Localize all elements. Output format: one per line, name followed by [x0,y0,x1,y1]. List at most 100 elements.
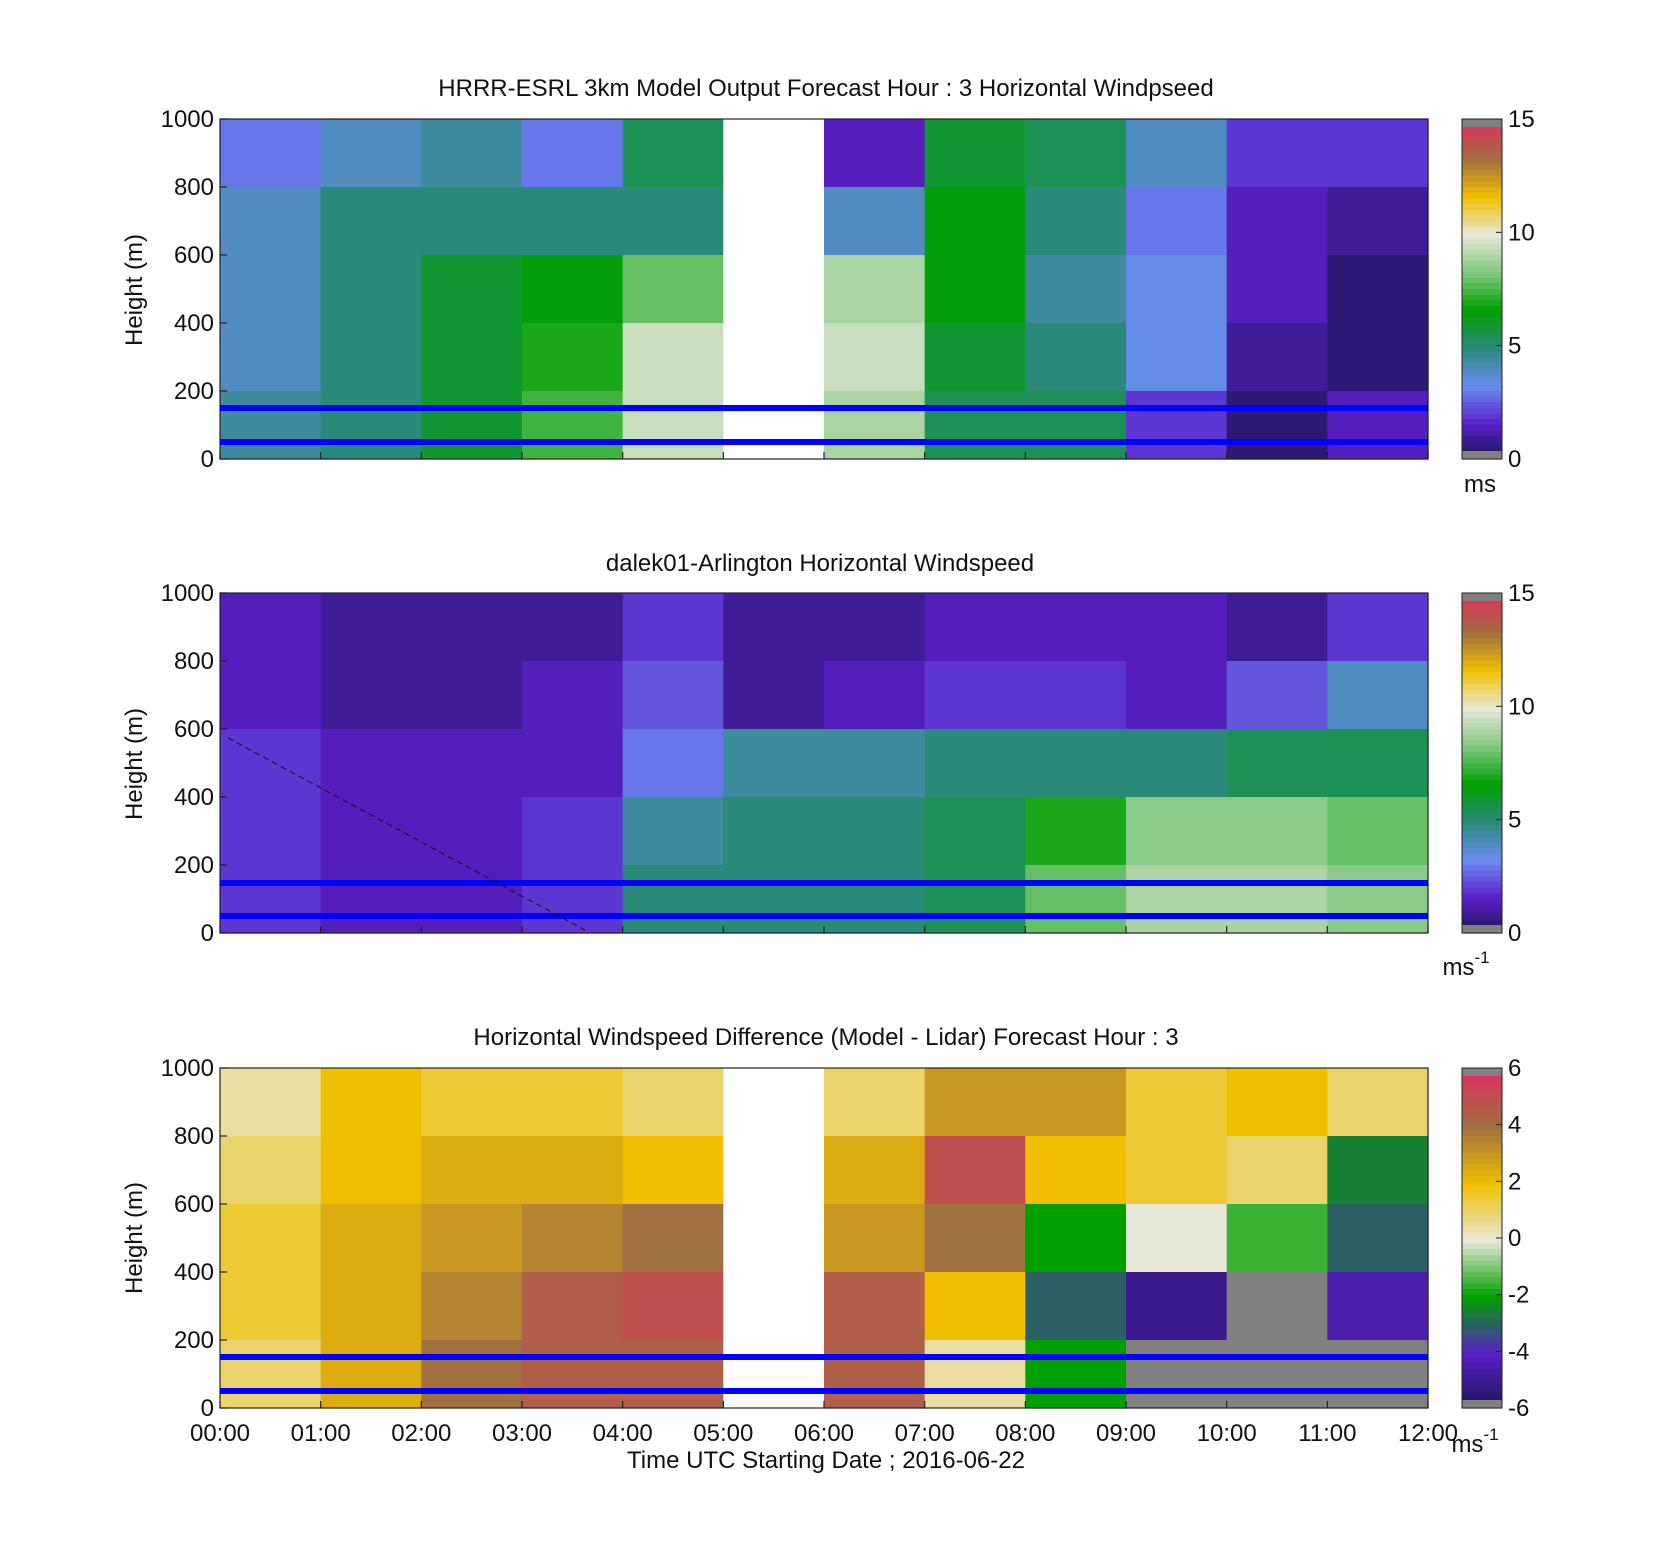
heatmap-cell [320,1272,422,1341]
heatmap-cell [723,593,825,662]
colorbar-segment [1462,644,1502,651]
colorbar-segment [1462,791,1502,798]
heatmap-cell [220,391,322,460]
heatmap-cell [1126,255,1228,324]
colorbar-segment [1462,192,1502,199]
heatmap-cell [1126,729,1228,798]
colorbar-tick-label: 0 [1508,446,1521,473]
heatmap-cell [622,661,724,730]
colorbar-segment [1462,831,1502,838]
heatmap-cell [522,1272,624,1341]
colorbar-over [1462,593,1502,601]
heatmap-cell [220,1068,322,1137]
colorbar-segment [1462,627,1502,634]
colorbar-segment [1462,1294,1502,1301]
colorbar-segment [1462,712,1502,719]
x-tick-label: 03:00 [492,1420,552,1447]
heatmap-cell [522,1136,624,1205]
heatmap-cell [1025,1136,1127,1205]
colorbar-segment [1462,808,1502,815]
heatmap-cell [824,1340,926,1409]
colorbar-segment [1462,1215,1502,1222]
colorbar-segment [1462,164,1502,171]
colorbar-segment [1462,1340,1502,1347]
colorbar-segment [1462,447,1502,454]
colorbar-segment [1462,277,1502,284]
colorbar-under [1462,451,1502,459]
colorbar-segment [1462,187,1502,194]
colorbar-segment [1462,1181,1502,1188]
heatmap-cell [622,255,724,324]
y-tick-label: 400 [174,1259,214,1286]
colorbar-segment [1462,780,1502,787]
panel-lidar-windspeed: dalek01-Arlington Horizontal Windspeed 0… [121,550,1535,981]
heatmap-cell [924,1204,1026,1273]
heatmap-cell [1327,661,1429,730]
colorbar-segment [1462,1379,1502,1386]
colorbar-segment [1462,746,1502,753]
heatmap-cell [522,1204,624,1273]
y-tick-label: 1000 [161,1055,214,1082]
heatmap-cell [220,1136,322,1205]
x-tick-label: 07:00 [895,1420,955,1447]
colorbar-segment [1462,289,1502,296]
panel-2-title: dalek01-Arlington Horizontal Windspeed [606,550,1034,577]
heatmap-cell [824,593,926,662]
colorbar-segment [1462,153,1502,160]
colorbar-segment [1462,317,1502,324]
heatmap-cell [622,593,724,662]
colorbar-segment [1462,170,1502,177]
colorbar-segment [1462,1090,1502,1097]
colorbar-under [1462,1400,1502,1408]
colorbar-difference: 6 4 2 0 -2 -4 -6 [1461,1055,1529,1422]
heatmap-cell [622,1340,724,1409]
colorbar-segment [1462,632,1502,639]
heatmap-cell [1327,187,1429,256]
y-tick-label: 1000 [161,106,214,133]
heatmap-cell [1327,729,1429,798]
panel-1-title: HRRR-ESRL 3km Model Output Forecast Hour… [438,75,1213,102]
heatmap-cell [522,323,624,392]
colorbar-segment [1462,306,1502,313]
colorbar-segment [1462,655,1502,662]
heatmap-cell [723,1204,825,1273]
colorbar-segment [1462,1266,1502,1273]
y-tick-label: 200 [174,378,214,405]
colorbar-segment [1462,1192,1502,1199]
heatmap-cell [1025,119,1127,188]
heatmap-cell [1025,187,1127,256]
colorbar-segment [1462,1085,1502,1092]
colorbar-tick-label: 15 [1508,106,1535,133]
colorbar-segment [1462,1153,1502,1160]
heatmap-cell [723,255,825,324]
heatmap-cell [622,1204,724,1273]
heatmap-cell [622,729,724,798]
heatmap-cell [1025,391,1127,460]
heatmap-cell [522,797,624,866]
colorbar-segment [1462,385,1502,392]
colorbar-segment [1462,1317,1502,1324]
heatmap-cell [824,255,926,324]
dashed-reference-line [227,737,586,931]
heatmap-cell [220,1340,322,1409]
colorbar-segment [1462,1277,1502,1284]
colorbar-tick-label: 4 [1508,1112,1521,1139]
colorbar-segment [1462,785,1502,792]
colorbar-segment [1462,1385,1502,1392]
heatmap-cell [824,1136,926,1205]
heatmap-cell [320,119,422,188]
heatmap-cell [924,323,1026,392]
colorbar-segment [1462,859,1502,866]
heatmap-cell [1025,797,1127,866]
heatmap-cell [1025,729,1127,798]
colorbar-frame [1461,118,1503,460]
heatmap-cell [522,187,624,256]
heatmap-cell [421,1204,523,1273]
heatmap-cell [1126,661,1228,730]
colorbar-segment [1462,1351,1502,1358]
colorbar-segment [1462,904,1502,911]
heatmap-cell [220,323,322,392]
colorbar-segment [1462,768,1502,775]
x-tick-label: 01:00 [291,1420,351,1447]
panel-model-windspeed: HRRR-ESRL 3km Model Output Forecast Hour… [121,75,1535,498]
